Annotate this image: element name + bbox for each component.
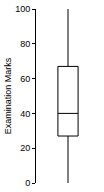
svg-text:40: 40 xyxy=(20,109,30,119)
svg-text:20: 20 xyxy=(20,143,30,153)
svg-text:0: 0 xyxy=(25,178,30,188)
svg-text:80: 80 xyxy=(20,39,30,49)
svg-text:Examination Marks: Examination Marks xyxy=(3,57,13,134)
svg-text:60: 60 xyxy=(20,74,30,84)
svg-text:100: 100 xyxy=(15,4,30,14)
